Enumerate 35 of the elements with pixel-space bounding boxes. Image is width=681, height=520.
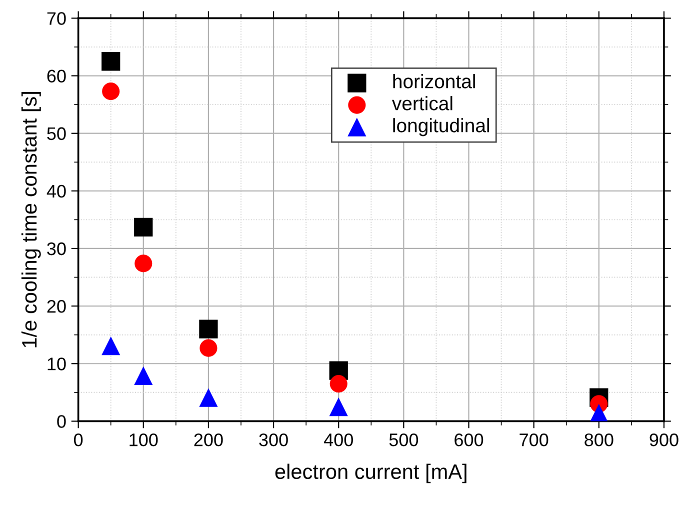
x-tick-label: 900 bbox=[650, 433, 678, 446]
x-tick-label: 100 bbox=[130, 433, 158, 446]
y-tick-label: 0 bbox=[57, 415, 66, 428]
x-tick-label: 500 bbox=[389, 433, 418, 446]
x-tick-label: 0 bbox=[74, 433, 83, 446]
x-tick-label: 800 bbox=[584, 433, 614, 446]
y-tick-label: 10 bbox=[48, 358, 66, 370]
legend-label: longitudinal bbox=[393, 118, 489, 136]
point bbox=[102, 52, 120, 71]
y-tick-label: 30 bbox=[47, 242, 66, 256]
y-tick-label: 60 bbox=[47, 70, 66, 82]
y-tick-label: 20 bbox=[47, 300, 66, 313]
point bbox=[590, 404, 608, 422]
x-tick-label: 200 bbox=[194, 433, 223, 446]
legend-label: vertical bbox=[392, 96, 452, 110]
point bbox=[134, 366, 153, 386]
y-tick-label: 70 bbox=[47, 12, 66, 25]
point bbox=[102, 82, 120, 100]
point bbox=[134, 254, 152, 272]
point bbox=[102, 336, 120, 356]
y-tick-label: 50 bbox=[47, 127, 66, 140]
y-tick-label: 40 bbox=[46, 184, 66, 198]
legend-label: horizontal bbox=[393, 74, 475, 88]
point bbox=[330, 374, 348, 393]
x-tick-label: 600 bbox=[454, 433, 484, 446]
x-axis-title: electron current [mA] bbox=[275, 464, 466, 484]
point bbox=[329, 397, 348, 416]
x-tick-label: 300 bbox=[259, 433, 288, 446]
x-tick-label: 700 bbox=[520, 433, 548, 446]
point bbox=[200, 339, 218, 357]
point bbox=[134, 218, 153, 236]
point bbox=[199, 388, 218, 407]
x-tick-label: 400 bbox=[324, 433, 353, 446]
y-axis-title: 1/e cooling time constant [s] bbox=[21, 92, 41, 348]
point bbox=[199, 320, 218, 338]
